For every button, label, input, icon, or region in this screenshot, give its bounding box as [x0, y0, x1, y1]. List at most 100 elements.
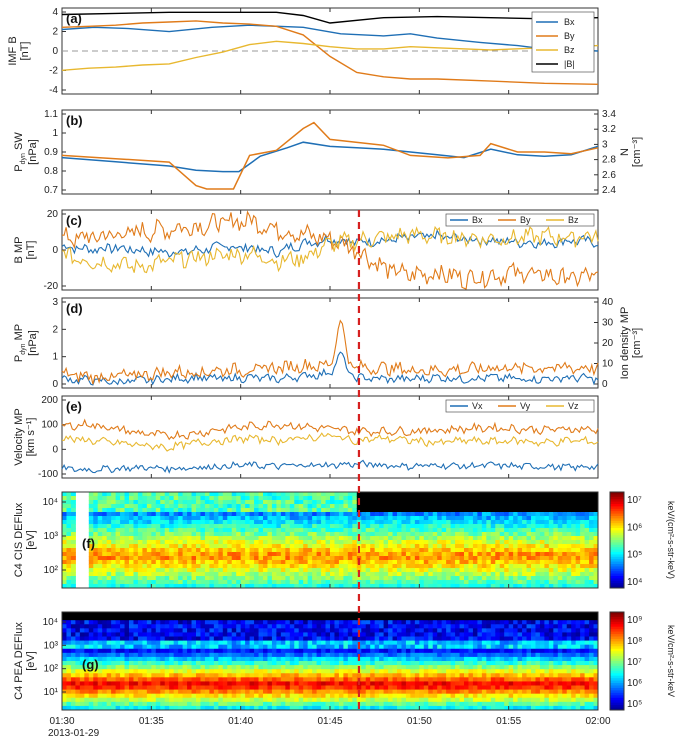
heatmap-cell [276, 512, 282, 517]
heatmap-cell [388, 701, 394, 707]
heatmap-cell [88, 512, 94, 517]
heatmap-cell [280, 532, 286, 537]
heatmap-cell [414, 681, 420, 686]
heatmap-cell [303, 636, 309, 642]
ylabel-part: MP [13, 324, 25, 344]
heatmap-cell [486, 584, 492, 589]
heatmap-cell [84, 665, 90, 670]
heatmap-cell [164, 512, 170, 517]
heatmap-cell [441, 548, 447, 553]
heatmap-cell [303, 677, 309, 682]
heatmap-cell [316, 580, 322, 585]
heatmap-cell [151, 508, 157, 513]
heatmap-cell [191, 584, 197, 589]
heatmap-cell [365, 636, 371, 642]
heatmap-cell [383, 620, 389, 625]
heatmap-cell [383, 564, 389, 569]
heatmap-cell [405, 492, 411, 497]
heatmap-cell [106, 624, 112, 629]
heatmap-cell [464, 500, 469, 505]
heatmap-cell [526, 552, 532, 557]
heatmap-cell [535, 496, 541, 501]
heatmap-cell [106, 560, 112, 565]
heatmap-cell [227, 624, 233, 629]
heatmap-cell [62, 512, 67, 517]
heatmap-cell [338, 528, 344, 533]
heatmap-cell [115, 677, 121, 682]
heatmap-cell [173, 616, 179, 621]
heatmap-cell [267, 648, 273, 654]
heatmap-cell [548, 576, 554, 581]
heatmap-cell [133, 697, 139, 703]
heatmap-cell [334, 552, 340, 557]
heatmap-cell [124, 616, 130, 621]
heatmap-cell [146, 616, 152, 621]
heatmap-cell [580, 516, 586, 521]
heatmap-cell [383, 556, 389, 561]
heatmap-cell [303, 620, 309, 625]
heatmap-cell [405, 584, 411, 589]
heatmap-cell [151, 681, 157, 686]
heatmap-cell [151, 528, 157, 533]
heatmap-cell [263, 536, 268, 541]
heatmap-cell [428, 556, 434, 561]
heatmap-cell [263, 492, 268, 497]
heatmap-cell [106, 540, 112, 545]
heatmap-cell [245, 652, 251, 658]
heatmap-cell [504, 560, 510, 565]
heatmap-cell [508, 584, 514, 589]
heatmap-cell [401, 648, 407, 654]
heatmap-cell [325, 673, 331, 678]
heatmap-cell [155, 689, 161, 695]
heatmap-cell [70, 616, 76, 621]
heatmap-cell [227, 669, 233, 674]
heatmap-cell [151, 693, 157, 699]
heatmap-cell [477, 512, 483, 517]
heatmap-cell [97, 500, 103, 505]
heatmap-cell [388, 652, 394, 658]
heatmap-cell [70, 572, 76, 577]
heatmap-cell [580, 500, 586, 505]
heatmap-cell [441, 568, 447, 573]
heatmap-cell [182, 701, 188, 707]
heatmap-cell [129, 548, 134, 553]
heatmap-cell [276, 632, 282, 637]
heatmap-cell [66, 648, 72, 654]
heatmap-cell [79, 669, 85, 674]
heatmap-cell [93, 673, 99, 678]
heatmap-cell [504, 556, 510, 561]
heatmap-cell [271, 520, 277, 525]
heatmap-cell [173, 524, 179, 529]
heatmap-cell [164, 624, 170, 629]
heatmap-cell [513, 524, 519, 529]
heatmap-cell [450, 496, 456, 501]
heatmap-cell [361, 500, 367, 505]
heatmap-cell [419, 552, 425, 557]
heatmap-cell [437, 560, 443, 565]
heatmap-cell [133, 504, 139, 509]
heatmap-cell [379, 620, 385, 625]
heatmap-cell [106, 677, 112, 682]
heatmap-cell [455, 492, 461, 497]
heatmap-cell [106, 656, 112, 662]
heatmap-cell [289, 636, 295, 642]
heatmap-cell [129, 661, 134, 666]
heatmap-cell [164, 656, 170, 662]
heatmap-cell [280, 656, 286, 662]
heatmap-cell [240, 552, 246, 557]
heatmap-cell [405, 632, 411, 637]
heatmap-cell [160, 673, 166, 678]
heatmap-cell [111, 616, 117, 621]
heatmap-cell [160, 536, 166, 541]
heatmap-cell [196, 556, 201, 561]
heatmap-cell [115, 508, 121, 513]
heatmap-cell [97, 681, 103, 686]
heatmap-cell [222, 644, 228, 650]
y-axis-label: Pdyn MP [13, 324, 27, 362]
heatmap-cell [133, 620, 139, 625]
y-tick-label: 2.8 [602, 155, 616, 166]
heatmap-cell [249, 624, 255, 629]
heatmap-cell [450, 536, 456, 541]
heatmap-cell [115, 612, 121, 617]
heatmap-cell [280, 524, 286, 529]
